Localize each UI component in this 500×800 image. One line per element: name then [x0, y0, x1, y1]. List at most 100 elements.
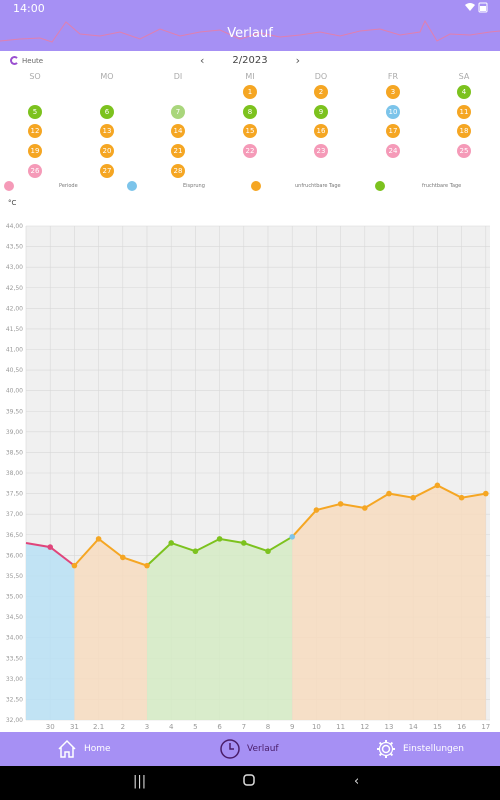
calendar-day[interactable]: 2: [314, 85, 328, 99]
today-button[interactable]: Heute: [10, 56, 43, 65]
calendar-day[interactable]: 4: [457, 85, 471, 99]
calendar-day[interactable]: 19: [28, 144, 42, 158]
gear-icon: [377, 740, 395, 758]
y-tick-label: 34,50: [6, 614, 23, 621]
chevron-right-icon[interactable]: ›: [295, 54, 300, 67]
data-point: [120, 554, 126, 561]
nav-home-label: Home: [84, 744, 111, 754]
x-tick-label: 11: [336, 723, 345, 731]
home-icon: [58, 739, 76, 758]
calendar-day[interactable]: 13: [100, 124, 114, 138]
calendar-day[interactable]: 12: [28, 124, 42, 138]
nav-home[interactable]: Home: [56, 732, 111, 766]
calendar-day[interactable]: 15: [243, 124, 257, 138]
calendar-day[interactable]: 17: [386, 124, 400, 138]
app-header: Verlauf: [0, 17, 500, 51]
y-tick-label: 37,00: [6, 511, 23, 518]
y-tick-label: 40,50: [6, 367, 23, 374]
weekday-do: DO: [314, 72, 328, 81]
home-button[interactable]: [243, 774, 255, 790]
data-point: [289, 534, 296, 540]
back-button[interactable]: ‹: [354, 774, 360, 789]
chevron-left-icon[interactable]: ‹: [200, 54, 205, 67]
x-tick-label: 4: [169, 723, 174, 731]
recents-button[interactable]: |||: [133, 774, 147, 789]
calendar-day[interactable]: 20: [100, 144, 114, 158]
data-point: [95, 536, 102, 542]
calendar-day[interactable]: 16: [314, 124, 328, 138]
x-tick-label: 12: [360, 723, 369, 731]
calendar-day[interactable]: 7: [171, 105, 185, 119]
weekday-fr: FR: [387, 72, 399, 81]
calendar-day[interactable]: 23: [314, 144, 328, 158]
calendar-day[interactable]: 3: [386, 85, 400, 99]
chart-svg: 32,00 32,50 33,00 33,50 34,00 34,50 35,00 35,50…: [6, 223, 490, 731]
weekday-so: SO: [29, 72, 41, 81]
y-tick-label: 34,00: [6, 635, 23, 642]
calendar-day[interactable]: 11: [457, 105, 471, 119]
calendar-day[interactable]: 9: [314, 105, 328, 119]
y-tick-label: 33,50: [6, 655, 23, 662]
x-tick-label: 7: [242, 723, 246, 731]
legend-label: Periode: [59, 183, 78, 189]
data-point: [144, 562, 150, 569]
data-point: [192, 548, 199, 555]
calendar-day[interactable]: 1: [243, 85, 257, 99]
status-bar: 14:00: [0, 0, 500, 17]
y-tick-label: 38,50: [6, 449, 23, 456]
y-tick-label: 32,50: [6, 696, 23, 703]
area-infertile: [74, 538, 147, 720]
data-point: [216, 536, 223, 542]
calendar-day[interactable]: 27: [100, 164, 114, 178]
data-point: [313, 507, 320, 513]
weekday-sa: SA: [458, 72, 470, 81]
x-tick-label: 10: [312, 723, 321, 731]
calendar-day[interactable]: 14: [171, 124, 185, 138]
x-tick-label: 2: [121, 723, 125, 731]
nav-verlauf[interactable]: Verlauf: [219, 732, 279, 766]
y-tick-label: 41,00: [6, 347, 23, 354]
weekday-mi: MI: [245, 72, 255, 81]
calendar-day[interactable]: 6: [100, 105, 114, 119]
calendar-day[interactable]: 8: [243, 105, 257, 119]
area-fertile: [147, 536, 293, 720]
data-point: [410, 494, 417, 501]
bottom-navigation: Home Verlauf Einstellungen: [0, 732, 500, 766]
calendar-toolbar: Heute ‹ 2/2023 ›: [0, 51, 500, 71]
unit-label: °C: [8, 199, 17, 207]
calendar-day[interactable]: 24: [386, 144, 400, 158]
weekday-mo: MO: [100, 72, 114, 81]
legend-label: fruchtbare Tage: [422, 183, 462, 189]
x-tick-label: 3: [145, 723, 149, 731]
calendar-day[interactable]: 5: [28, 105, 42, 119]
x-tick-label: 15: [433, 723, 442, 731]
area-period: [26, 542, 75, 720]
calendar-day[interactable]: 10: [386, 105, 400, 119]
calendar-day[interactable]: 25: [457, 144, 471, 158]
calendar-day[interactable]: 18: [457, 124, 471, 138]
data-point: [241, 540, 247, 546]
status-time: 14:00: [13, 2, 45, 15]
y-tick-label: 33,00: [6, 676, 23, 683]
nav-settings[interactable]: Einstellungen: [375, 732, 464, 766]
calendar-day[interactable]: 21: [171, 144, 185, 158]
x-tick-label: 5: [193, 723, 197, 731]
data-point: [458, 494, 465, 501]
month-navigation: ‹ 2/2023 ›: [200, 54, 300, 67]
legend-label: Eisprung: [183, 183, 205, 189]
y-tick-label: 35,50: [6, 573, 23, 580]
series-line-infertile: [73, 537, 148, 567]
y-tick-label: 40,00: [6, 388, 23, 395]
y-tick-label: 39,00: [6, 429, 23, 436]
today-label: Heute: [22, 56, 44, 65]
x-tick-label: 14: [409, 723, 418, 731]
calendar-day[interactable]: 26: [28, 164, 42, 178]
calendar-day[interactable]: 22: [243, 144, 257, 158]
calendar-day[interactable]: 28: [171, 164, 185, 178]
y-tick-label: 42,50: [6, 285, 23, 292]
x-tick-label: 6: [217, 723, 222, 731]
month-label: 2/2023: [232, 55, 268, 66]
status-icons: [464, 1, 490, 16]
wifi-battery-icon: [465, 2, 488, 13]
data-point: [483, 490, 489, 497]
